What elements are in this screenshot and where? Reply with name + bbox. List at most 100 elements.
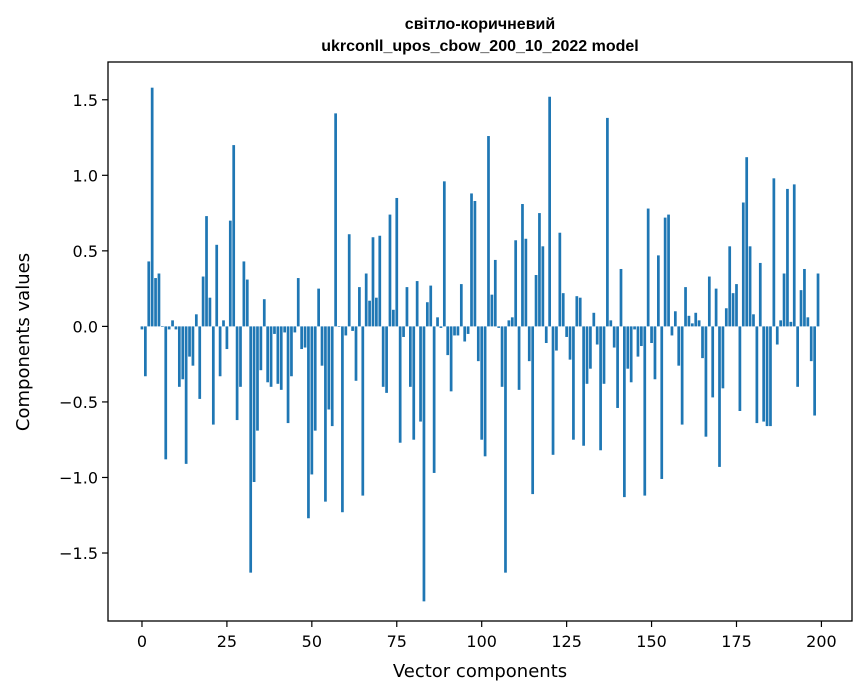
x-tick-label: 150 bbox=[636, 632, 667, 651]
bar bbox=[497, 326, 501, 328]
bar bbox=[602, 326, 606, 384]
bar bbox=[266, 326, 270, 383]
bar bbox=[629, 326, 633, 383]
bar bbox=[663, 217, 667, 327]
bar bbox=[157, 273, 161, 327]
bar bbox=[646, 208, 650, 327]
bar bbox=[510, 317, 514, 327]
bar bbox=[806, 317, 810, 327]
bar bbox=[259, 326, 263, 371]
bar bbox=[521, 204, 524, 327]
bar bbox=[619, 268, 623, 327]
bar bbox=[303, 326, 307, 348]
bar bbox=[758, 262, 762, 327]
bar bbox=[293, 326, 297, 333]
bar bbox=[765, 326, 769, 427]
bar bbox=[623, 326, 626, 498]
bar bbox=[273, 326, 276, 334]
bar bbox=[493, 259, 497, 327]
bar bbox=[402, 326, 405, 337]
bar bbox=[235, 326, 239, 421]
bar bbox=[466, 326, 470, 334]
bar bbox=[171, 320, 174, 327]
bar bbox=[279, 326, 283, 390]
bar bbox=[707, 276, 711, 327]
bar bbox=[748, 246, 752, 327]
bar bbox=[697, 320, 701, 327]
bar bbox=[412, 326, 416, 440]
bar bbox=[300, 326, 303, 350]
bar bbox=[680, 326, 684, 425]
bar bbox=[612, 326, 616, 348]
bar bbox=[208, 297, 212, 327]
bar bbox=[405, 287, 409, 327]
bar-series bbox=[140, 87, 820, 602]
bar bbox=[585, 326, 589, 384]
bar bbox=[459, 284, 463, 327]
bar bbox=[803, 268, 806, 327]
bar bbox=[650, 326, 653, 344]
bar bbox=[589, 326, 592, 369]
bar bbox=[354, 326, 358, 381]
x-tick-label: 175 bbox=[721, 632, 752, 651]
bar bbox=[256, 326, 259, 431]
bar bbox=[640, 326, 643, 347]
bar bbox=[154, 278, 157, 327]
bar bbox=[507, 320, 511, 327]
bar bbox=[361, 326, 365, 496]
bar bbox=[381, 326, 385, 387]
bar bbox=[487, 136, 490, 327]
bar bbox=[796, 326, 799, 387]
bar bbox=[779, 320, 783, 327]
y-tick-label: 1.0 bbox=[73, 166, 98, 185]
bar bbox=[239, 326, 242, 387]
bar bbox=[551, 326, 555, 455]
bar bbox=[177, 326, 181, 387]
bar bbox=[782, 273, 786, 327]
bar bbox=[218, 326, 222, 377]
x-tick-label: 125 bbox=[551, 632, 582, 651]
bar bbox=[752, 314, 755, 327]
bar bbox=[514, 240, 518, 327]
bar bbox=[745, 157, 749, 327]
bar bbox=[684, 287, 687, 327]
bar bbox=[755, 326, 759, 424]
bar bbox=[205, 216, 208, 327]
bar bbox=[150, 87, 154, 327]
bar bbox=[198, 326, 202, 399]
x-tick-label: 100 bbox=[466, 632, 497, 651]
bar bbox=[772, 178, 776, 327]
bar bbox=[636, 326, 640, 357]
bar bbox=[222, 320, 225, 327]
bar bbox=[728, 246, 732, 327]
x-axis-ticks: 0 25 50 75 100 125 150 175 200 bbox=[137, 621, 837, 651]
bar bbox=[385, 326, 388, 393]
bar bbox=[558, 232, 562, 327]
bar bbox=[626, 326, 630, 369]
bar bbox=[677, 326, 681, 366]
y-tick-label: −1.5 bbox=[59, 544, 98, 563]
bar bbox=[721, 326, 725, 389]
bar bbox=[283, 326, 287, 333]
bar bbox=[211, 326, 215, 425]
bar bbox=[599, 326, 602, 451]
bar bbox=[504, 326, 507, 573]
bar bbox=[731, 293, 735, 327]
bar bbox=[347, 234, 351, 327]
bar bbox=[694, 312, 698, 327]
bar bbox=[735, 284, 738, 327]
bar bbox=[704, 326, 708, 437]
chart-title-line-1: світло-коричневий bbox=[405, 16, 555, 33]
bar bbox=[809, 326, 813, 362]
bar bbox=[228, 220, 232, 327]
bar bbox=[653, 326, 657, 380]
bar bbox=[351, 326, 354, 331]
bar bbox=[252, 326, 256, 482]
bar bbox=[544, 326, 548, 344]
bar bbox=[324, 326, 327, 502]
bar bbox=[191, 326, 195, 366]
bar bbox=[317, 288, 320, 327]
x-tick-label: 200 bbox=[806, 632, 837, 651]
bar bbox=[741, 202, 745, 327]
bar bbox=[813, 326, 816, 416]
